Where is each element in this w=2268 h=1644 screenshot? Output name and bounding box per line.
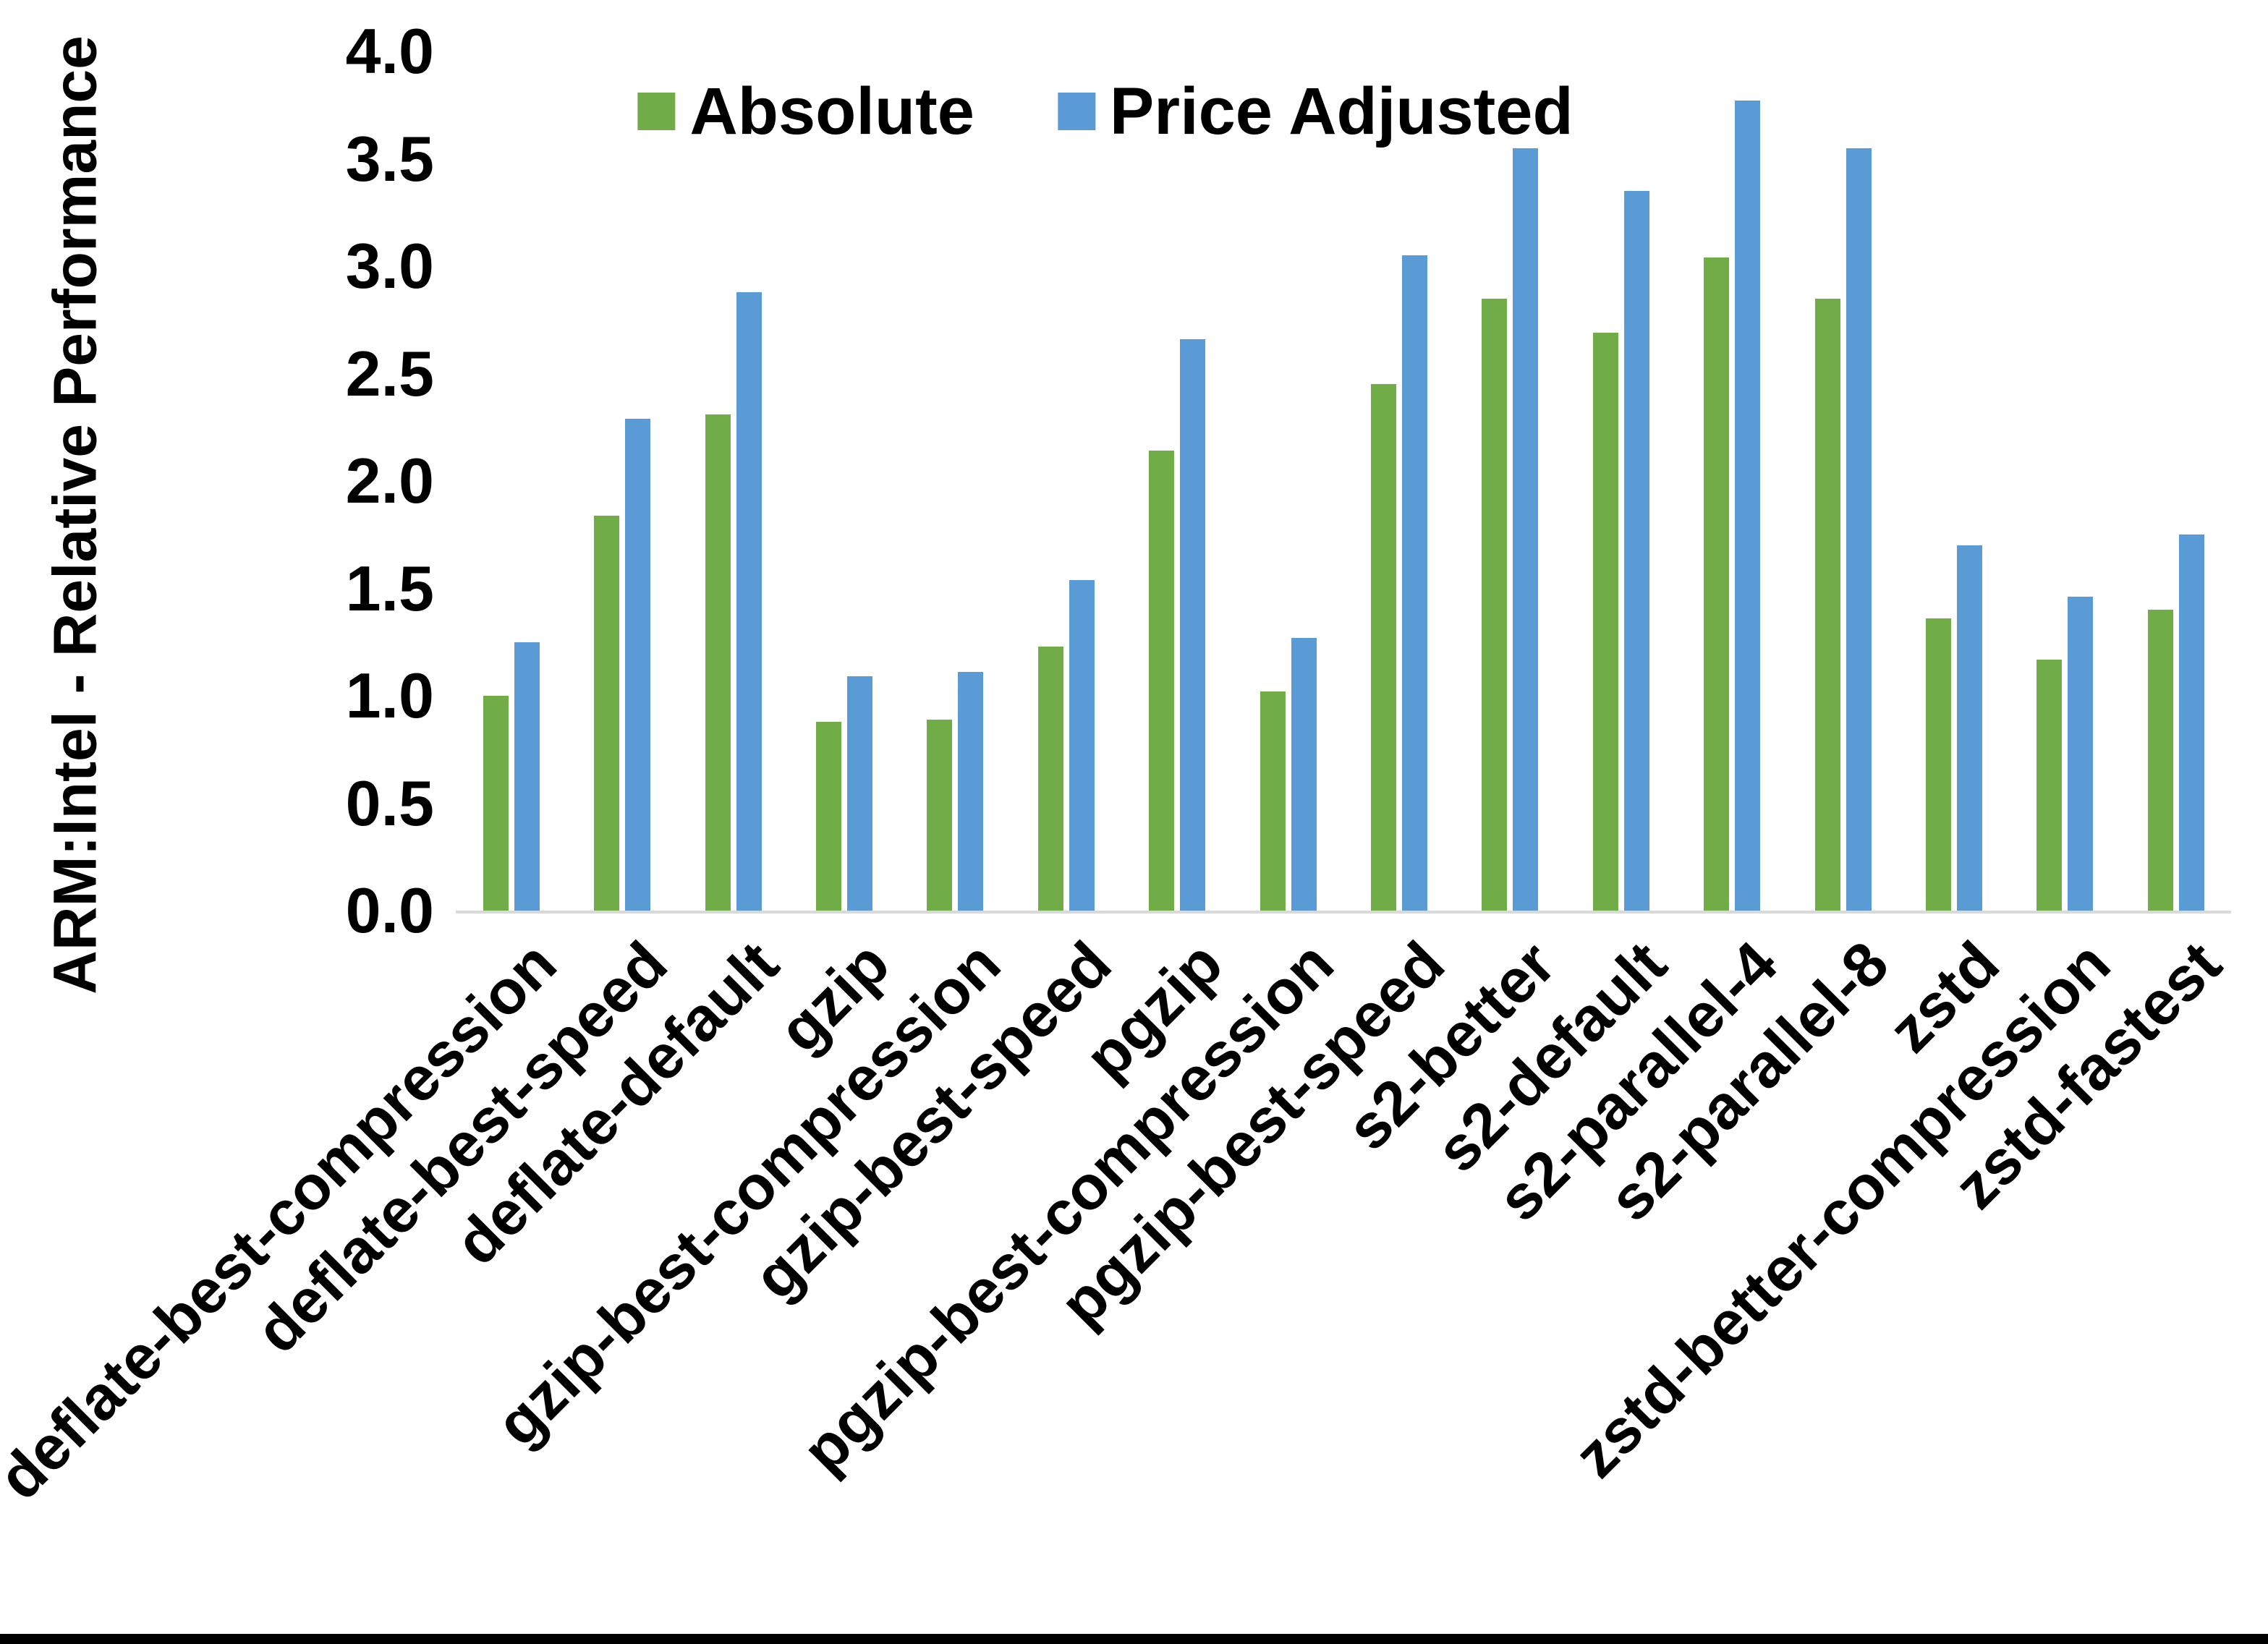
legend-item-price-adjusted: Price Adjusted bbox=[1057, 74, 1573, 148]
bar-absolute-deflate-default bbox=[705, 414, 731, 911]
bar-price-adjusted-pgzip bbox=[1180, 339, 1205, 911]
y-tick-label-0.0: 0.0 bbox=[345, 874, 434, 946]
x-axis-line bbox=[456, 911, 2232, 913]
bar-price-adjusted-deflate-best-compression bbox=[514, 642, 540, 911]
y-tick-label-3.0: 3.0 bbox=[345, 230, 434, 302]
legend-label-price-adjusted: Price Adjusted bbox=[1109, 74, 1573, 148]
y-tick-label-2.5: 2.5 bbox=[345, 337, 434, 409]
bar-absolute-gzip-best-compression bbox=[927, 720, 952, 911]
bar-price-adjusted-gzip-best-speed bbox=[1069, 580, 1095, 911]
legend-swatch-absolute bbox=[637, 93, 676, 130]
legend-label-absolute: Absolute bbox=[689, 74, 974, 148]
bar-absolute-deflate-best-speed bbox=[594, 516, 619, 911]
bar-absolute-s2-parallel-4 bbox=[1704, 257, 1729, 911]
bar-absolute-s2-default bbox=[1593, 333, 1618, 911]
legend-swatch-price-adjusted bbox=[1057, 93, 1095, 130]
bar-price-adjusted-s2-parallel-8 bbox=[1846, 148, 1872, 911]
bar-absolute-pgzip-best-speed bbox=[1371, 384, 1396, 911]
bar-absolute-zstd bbox=[1926, 618, 1951, 911]
bar-price-adjusted-s2-better bbox=[1513, 148, 1538, 911]
bar-price-adjusted-zstd bbox=[1957, 545, 1982, 911]
bar-absolute-s2-parallel-8 bbox=[1815, 299, 1840, 911]
bar-price-adjusted-pgzip-best-compression bbox=[1291, 638, 1317, 911]
bar-absolute-s2-better bbox=[1482, 299, 1507, 911]
bar-absolute-deflate-best-compression bbox=[483, 696, 509, 911]
y-tick-label-3.5: 3.5 bbox=[345, 122, 434, 195]
y-tick-label-4.0: 4.0 bbox=[345, 15, 434, 87]
legend-item-absolute: Absolute bbox=[637, 78, 974, 145]
y-axis-title: ARM:Intel - Relative Performance bbox=[41, 35, 109, 995]
bar-absolute-gzip bbox=[816, 722, 841, 911]
y-tick-label-1.0: 1.0 bbox=[345, 660, 434, 731]
chart-legend: Absolute Price Adjusted bbox=[637, 78, 1573, 145]
y-tick-label-2.0: 2.0 bbox=[345, 445, 434, 516]
bar-price-adjusted-zstd-fastest bbox=[2179, 534, 2204, 911]
bar-price-adjusted-deflate-default bbox=[736, 292, 762, 911]
image-bottom-border bbox=[0, 1634, 2268, 1644]
bar-absolute-zstd-better-compression bbox=[2036, 660, 2062, 911]
bar-absolute-pgzip bbox=[1149, 451, 1174, 911]
bar-price-adjusted-gzip bbox=[847, 676, 872, 911]
bar-absolute-pgzip-best-compression bbox=[1260, 691, 1286, 911]
bar-absolute-gzip-best-speed bbox=[1038, 647, 1063, 911]
bar-absolute-zstd-fastest bbox=[2148, 610, 2173, 911]
bar-price-adjusted-gzip-best-compression bbox=[958, 672, 983, 911]
y-tick-label-0.5: 0.5 bbox=[345, 767, 434, 839]
bar-price-adjusted-deflate-best-speed bbox=[625, 419, 650, 911]
y-tick-label-1.5: 1.5 bbox=[345, 552, 434, 624]
bar-price-adjusted-zstd-better-compression bbox=[2068, 597, 2093, 911]
bar-price-adjusted-pgzip-best-speed bbox=[1402, 255, 1427, 911]
bar-price-adjusted-s2-parallel-4 bbox=[1735, 101, 1760, 911]
bar-price-adjusted-s2-default bbox=[1624, 191, 1649, 911]
